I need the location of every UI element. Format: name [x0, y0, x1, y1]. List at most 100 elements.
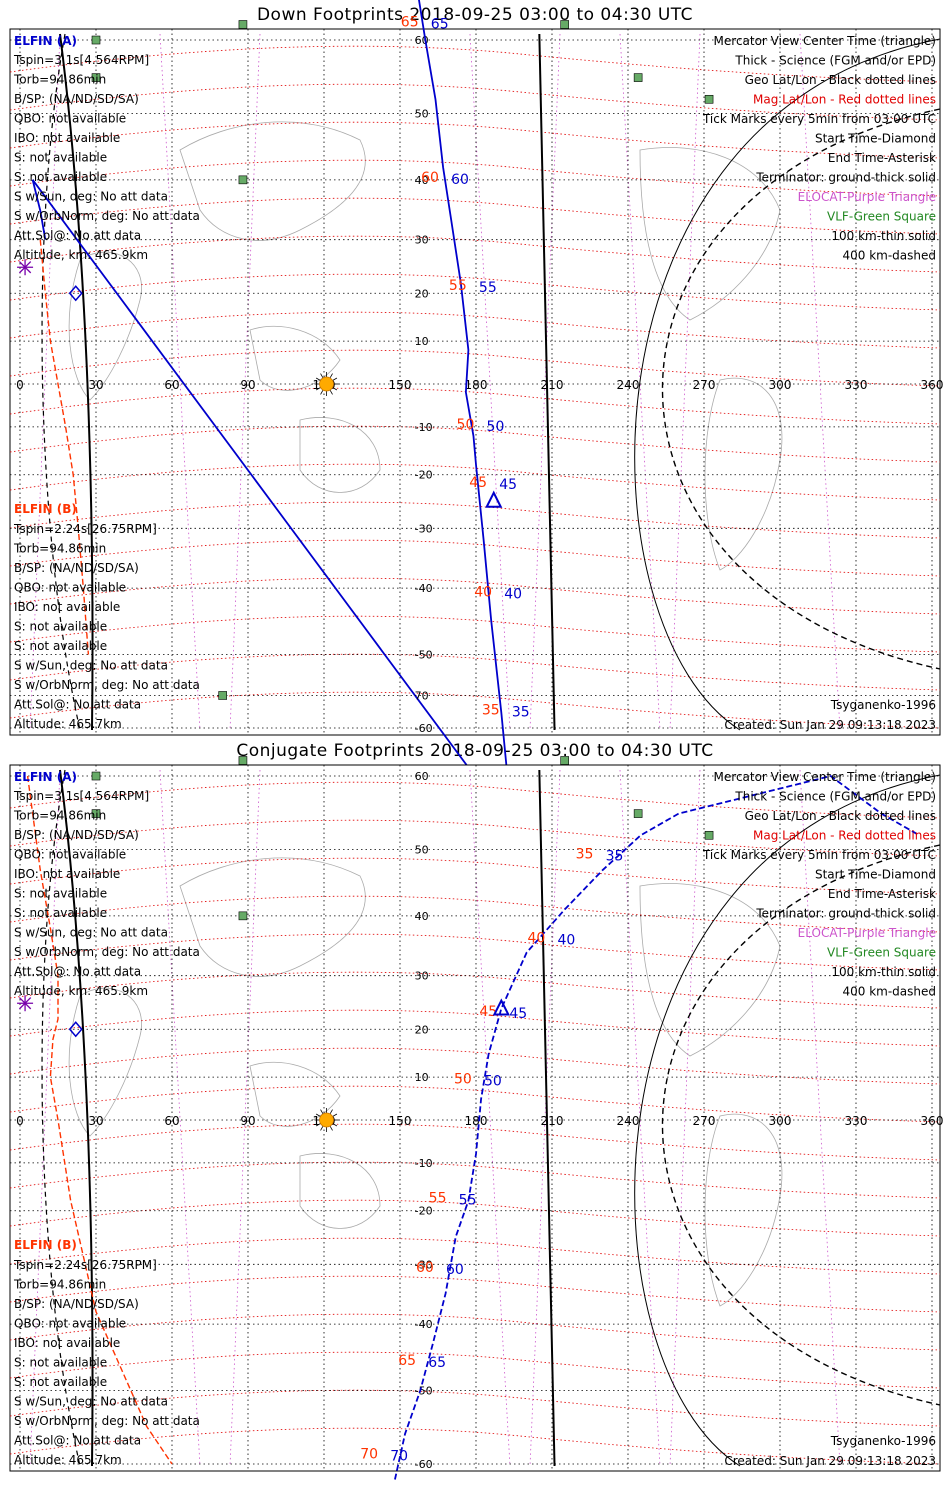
- sun-icon: [319, 1112, 334, 1128]
- legend-line: ELOCAT-Purple Triangle: [798, 190, 936, 204]
- mag-lat-line: [9, 1085, 941, 1123]
- elfin-a-info-line: Tspin=3.1s[4.564RPM]: [13, 53, 149, 67]
- elfin-b-info-line: Torb=94.86min: [13, 542, 106, 556]
- lat-tick-label: 30: [415, 970, 429, 983]
- created-timestamp: Created: Sun Jan 29 09:13:18 2023: [724, 1454, 936, 1468]
- created-timestamp: Created: Sun Jan 29 09:13:18 2023: [724, 718, 936, 732]
- elfin-b-label: ELFIN (B): [14, 1238, 77, 1252]
- mag-lat-line: [9, 781, 941, 819]
- lon-tick-label: 300: [769, 378, 792, 392]
- terminator-400km: [41, 769, 81, 1467]
- vlf-station-icon: [91, 73, 101, 82]
- mag-lat-line: [9, 501, 941, 539]
- vlf-station-icon: [91, 35, 101, 45]
- mag-lat-line: [9, 857, 941, 895]
- track-tick-label: 70: [360, 1446, 378, 1462]
- legend-line: End Time-Asterisk: [828, 151, 936, 165]
- lon-tick-label: 210: [541, 378, 564, 392]
- lon-tick-label: 150: [389, 378, 412, 392]
- mag-lat-line: [9, 1199, 941, 1237]
- legend-line: Thick - Science (FGM and/or EPD): [734, 54, 936, 68]
- elfin-a-info-line: Altitude, km: 465.9km: [14, 984, 148, 998]
- track-tick-label: 55: [429, 1191, 447, 1207]
- legend-line: Start Time-Diamond: [815, 868, 936, 882]
- track-tick-label: 50: [487, 419, 505, 435]
- elfin-a-info-line: B/SP: (NA/ND/SD/SA): [14, 92, 139, 106]
- mag-lat-line: [9, 387, 941, 425]
- track-elfin-a: [394, 775, 920, 1480]
- lat-tick-label: 60: [415, 770, 429, 783]
- coastline-4: [639, 147, 781, 321]
- lon-tick-label: 180: [465, 378, 488, 392]
- elfin-a-info-line: Tspin=3.1s[4.564RPM]: [13, 789, 149, 803]
- center-time-triangle-icon: [492, 998, 510, 1016]
- lat-tick-label: -40: [415, 582, 433, 595]
- lon-tick-label: 240: [617, 1114, 640, 1128]
- coastline-3: [299, 417, 381, 493]
- lat-tick-label: -30: [415, 1258, 433, 1271]
- sun-ray: [329, 373, 333, 379]
- sun-ray: [332, 377, 338, 381]
- mag-lat-line: [9, 895, 941, 933]
- terminator-400km: [662, 108, 941, 670]
- lon-tick-label: 330: [845, 1114, 868, 1128]
- track-tick-label: 40: [474, 584, 492, 600]
- end-asterisk-icon: [18, 261, 32, 274]
- mag-lat-line: [9, 1351, 941, 1389]
- lat-tick-label: 50: [415, 107, 429, 120]
- mag-lat-line: [9, 933, 941, 971]
- coastline-1: [68, 251, 142, 401]
- terminator-line: [538, 33, 556, 731]
- vlf-station-icon: [238, 911, 248, 921]
- model-label: Tsyganenko-1996: [830, 698, 936, 712]
- lat-tick-label: -60: [415, 1458, 433, 1471]
- mag-lat-line: [9, 819, 941, 857]
- elfin-a-info-line: IBO: not available: [14, 131, 120, 145]
- mag-lon-line: [29, 33, 61, 731]
- mag-lat-line: [9, 45, 941, 83]
- sun-ray: [332, 1113, 338, 1117]
- mag-lat-line: [9, 1389, 941, 1427]
- terminator-100km: [634, 38, 941, 731]
- mag-lat-line: [9, 425, 941, 463]
- mag-lat-line: [9, 1161, 941, 1199]
- mag-lat-line: [9, 1313, 941, 1351]
- elfin-b-info-line: S w/OrbNorm, deg: No att data: [14, 1414, 200, 1428]
- track-tick-label: 40: [504, 586, 522, 602]
- coastline-2: [249, 325, 341, 391]
- lat-tick-label: -20: [415, 469, 433, 482]
- terminator-400km: [662, 844, 941, 1406]
- track-tick-label: 45: [509, 1006, 527, 1022]
- lon-tick-label: 0: [16, 1114, 24, 1128]
- mag-lon-line: [669, 33, 701, 731]
- track-tick-label: 45: [469, 475, 487, 491]
- elfin-b-info-line: Tspin=2.24s[26.75RPM]: [13, 1258, 157, 1272]
- sun-ray: [315, 387, 321, 391]
- elfin-b-info-line: S w/Sun, deg: No att data: [14, 659, 168, 673]
- legend-line: VLF-Green Square: [827, 946, 936, 960]
- track-tick-label: 35: [482, 703, 500, 719]
- legend-line: Geo Lat/Lon - Black dotted lines: [745, 809, 936, 823]
- mag-lat-line: [9, 159, 941, 197]
- track-tick-label: 65: [398, 1353, 416, 1369]
- track-tick-label: 55: [479, 280, 497, 296]
- elfin-a-info-line: S: not available: [14, 906, 107, 920]
- mag-lat-line: [9, 971, 941, 1009]
- track-tick-label: 50: [484, 1074, 502, 1090]
- terminator-100km: [634, 774, 941, 1467]
- terminator-400km: [41, 33, 81, 731]
- sun-ray: [320, 1125, 324, 1131]
- elfin-a-info-line: S w/Sun, deg: No att data: [14, 190, 168, 204]
- mag-lon-line: [29, 769, 61, 1467]
- track-tick-label: 55: [449, 278, 467, 294]
- legend-line: Mag Lat/Lon - Red dotted lines: [753, 93, 936, 107]
- vlf-station-icon: [238, 175, 248, 185]
- mag-lat-line: [9, 83, 941, 121]
- elfin-a-info-line: IBO: not available: [14, 867, 120, 881]
- mag-lat-line: [9, 235, 941, 273]
- track-tick-label: 60: [421, 170, 439, 186]
- vlf-station-icon: [704, 830, 714, 840]
- mag-lon-line: [619, 33, 661, 731]
- elfin-a-info-line: S: not available: [14, 170, 107, 184]
